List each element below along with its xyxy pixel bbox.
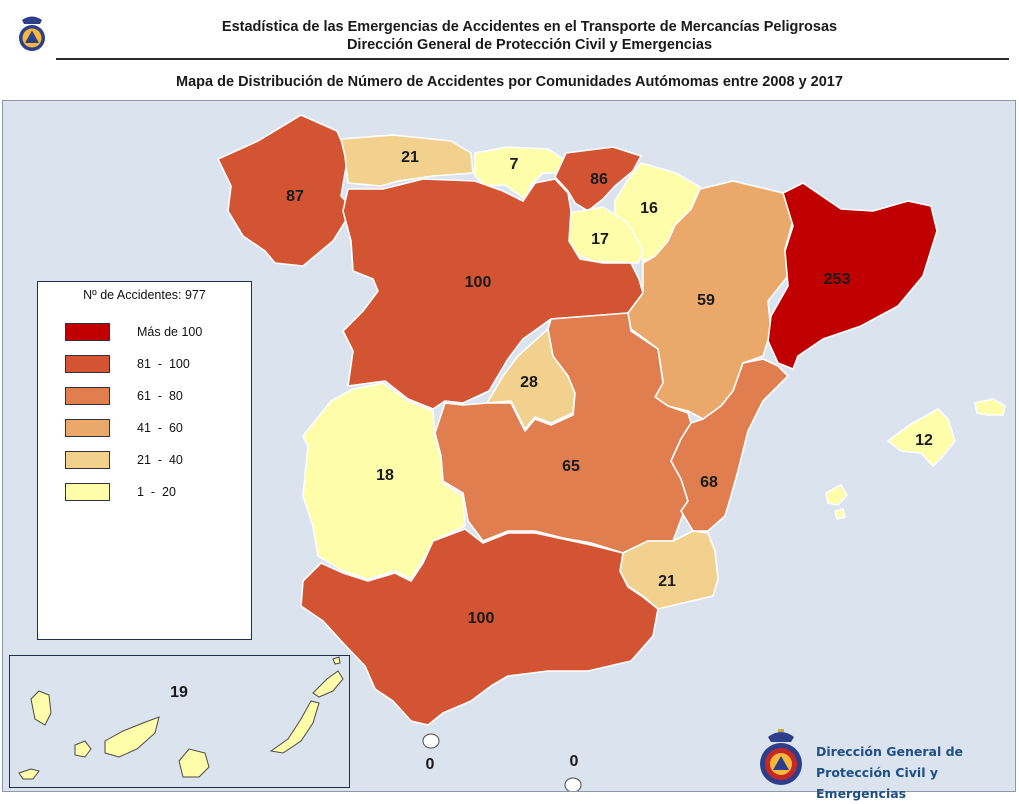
value-galicia: 87 bbox=[286, 188, 304, 205]
island-la-palma bbox=[30, 690, 52, 726]
value-pais-vasco: 86 bbox=[590, 171, 608, 188]
map-legend: Nº de Accidentes: 977 Más de 100 81 - 10… bbox=[37, 281, 252, 640]
canary-islands-inset bbox=[9, 655, 350, 788]
legend-item-1-20: 1 - 20 bbox=[65, 483, 245, 503]
region-extremadura bbox=[302, 382, 466, 580]
map-title: Mapa de Distribución de Número de Accide… bbox=[176, 74, 843, 90]
legend-swatch bbox=[65, 419, 110, 437]
region-baleares-formentera bbox=[834, 508, 846, 520]
region-canarias bbox=[18, 656, 344, 780]
region-melilla bbox=[564, 777, 582, 791]
value-castilla-la-mancha: 65 bbox=[562, 458, 580, 475]
legend-item-41-60: 41 - 60 bbox=[65, 419, 245, 439]
legend-label: 61 - 80 bbox=[137, 389, 183, 403]
region-galicia bbox=[217, 114, 354, 267]
legend-label: 81 - 100 bbox=[137, 357, 190, 371]
legend-item-21-40: 21 - 40 bbox=[65, 451, 245, 471]
choropleth-map: 87 21 7 86 16 17 100 59 253 28 65 18 68 … bbox=[18, 114, 1006, 791]
legend-item-61-80: 61 - 80 bbox=[65, 387, 245, 407]
legend-label: 21 - 40 bbox=[137, 453, 183, 467]
value-baleares: 12 bbox=[915, 432, 933, 449]
header-divider bbox=[56, 58, 1009, 60]
island-tenerife bbox=[104, 716, 160, 758]
map-panel: 87 21 7 86 16 17 100 59 253 28 65 18 68 … bbox=[2, 100, 1016, 792]
value-cataluna: 253 bbox=[824, 271, 851, 288]
region-baleares-ibiza bbox=[825, 484, 848, 506]
region-pais-vasco bbox=[554, 146, 642, 212]
value-ceuta: 0 bbox=[426, 756, 435, 773]
legend-item-more-than-100: Más de 100 bbox=[65, 323, 245, 343]
region-andalucia bbox=[300, 528, 659, 726]
value-asturias: 21 bbox=[401, 149, 419, 166]
legend-swatch bbox=[65, 355, 110, 373]
region-baleares-menorca bbox=[974, 398, 1006, 416]
region-castilla-leon bbox=[342, 178, 644, 410]
legend-title: Nº de Accidentes: 977 bbox=[83, 288, 206, 302]
island-el-hierro bbox=[18, 768, 40, 780]
report-title-line-2: Dirección General de Protección Civil y … bbox=[346, 37, 713, 53]
island-la-graciosa bbox=[332, 656, 341, 665]
legend-swatch bbox=[65, 451, 110, 469]
value-valencia: 68 bbox=[700, 474, 718, 491]
legend-swatch bbox=[65, 323, 110, 341]
value-extremadura: 18 bbox=[376, 467, 394, 484]
region-asturias bbox=[340, 134, 474, 187]
proteccion-civil-seal-icon bbox=[760, 729, 802, 785]
island-gran-canaria bbox=[178, 748, 210, 778]
value-melilla: 0 bbox=[570, 753, 579, 770]
value-aragon: 59 bbox=[697, 292, 715, 309]
legend-swatch bbox=[65, 483, 110, 501]
legend-label: 1 - 20 bbox=[137, 485, 176, 499]
legend-swatch bbox=[65, 387, 110, 405]
value-murcia: 21 bbox=[658, 573, 676, 590]
island-fuerteventura bbox=[269, 700, 320, 754]
value-madrid: 28 bbox=[520, 374, 538, 391]
region-baleares-mallorca bbox=[887, 408, 956, 467]
island-lanzarote bbox=[312, 670, 344, 698]
region-ceuta bbox=[422, 733, 440, 749]
value-canarias: 19 bbox=[170, 684, 188, 701]
island-la-gomera bbox=[74, 740, 92, 758]
legend-label: Más de 100 bbox=[137, 325, 203, 339]
value-castilla-leon: 100 bbox=[465, 274, 492, 291]
organization-line-2: Protección Civil y Emergencias bbox=[816, 765, 938, 801]
organization-line-1: Dirección General de bbox=[816, 744, 964, 759]
value-andalucia: 100 bbox=[468, 610, 495, 627]
value-cantabria: 7 bbox=[510, 156, 519, 173]
legend-label: 41 - 60 bbox=[137, 421, 183, 435]
value-navarra: 16 bbox=[640, 200, 658, 217]
proteccion-civil-emblem-icon bbox=[19, 16, 45, 51]
report-title: Estadística de las Emergencias de Accide… bbox=[60, 18, 999, 54]
report-title-line-1: Estadística de las Emergencias de Accide… bbox=[221, 19, 838, 35]
value-la-rioja: 17 bbox=[591, 231, 609, 248]
report-header: Estadística de las Emergencias de Accide… bbox=[0, 0, 1019, 62]
region-castilla-la-mancha bbox=[434, 312, 692, 554]
legend-item-81-100: 81 - 100 bbox=[65, 355, 245, 375]
region-cataluna bbox=[767, 182, 938, 370]
